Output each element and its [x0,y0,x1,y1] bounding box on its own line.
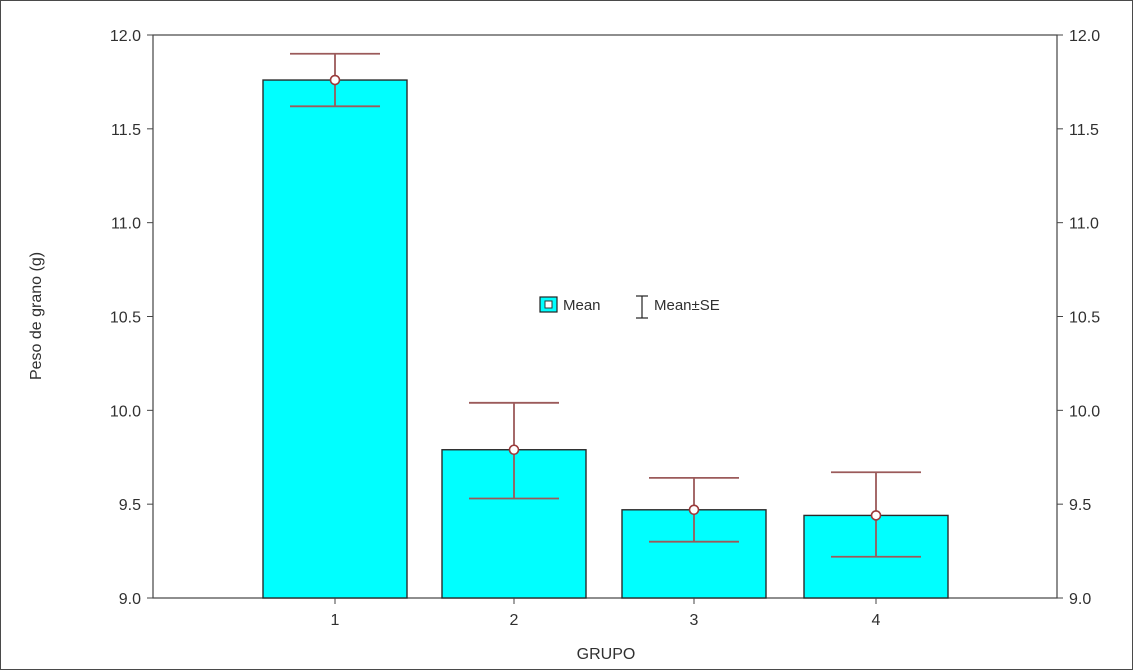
bar-1 [262,79,408,599]
y-tick-label-right: 10.0 [1069,403,1100,420]
y-tick-label-left: 11.0 [111,216,141,233]
x-tick-label: 1 [331,612,340,629]
x-tick-label: 3 [690,612,699,629]
y-tick-label-left: 12.0 [110,28,141,45]
mean-marker-2 [508,444,520,456]
y-tick-label-left: 10.5 [110,310,141,327]
mean-markers-group [329,74,882,521]
legend: Mean Mean±SE [539,295,720,319]
legend-se-label: Mean±SE [654,297,720,314]
y-tick-label-left: 10.0 [110,403,141,420]
y-tick-label-right: 9.5 [1069,497,1091,514]
legend-error-bar-icon [636,295,648,319]
y-tick-label-left: 9.0 [119,591,141,608]
y-tick-label-right: 11.5 [1069,122,1099,139]
x-axis-label: GRUPO [577,646,636,663]
legend-mean-label: Mean [563,297,601,314]
mean-marker-3 [688,504,700,516]
legend-mean-marker-icon [544,300,553,309]
mean-marker-1 [329,74,341,86]
y-tick-label-left: 9.5 [119,497,141,514]
y-tick-label-left: 11.5 [111,122,141,139]
mean-marker-4 [870,510,882,521]
y-tick-label-right: 9.0 [1069,591,1091,608]
x-axis: 1 2 3 4 [331,598,881,629]
x-tick-label: 2 [510,612,519,629]
y-tick-label-right: 12.0 [1069,28,1100,45]
y-axis-left: 9.0 9.5 10.0 10.5 11.0 11.5 12.0 [110,28,153,608]
x-tick-label: 4 [872,612,881,629]
y-tick-label-right: 10.5 [1069,310,1100,327]
y-tick-label-right: 11.0 [1069,216,1099,233]
y-axis-right: 9.0 9.5 10.0 10.5 11.0 11.5 12.0 [1057,28,1100,608]
y-axis-label: Peso de grano (g) [28,252,45,380]
